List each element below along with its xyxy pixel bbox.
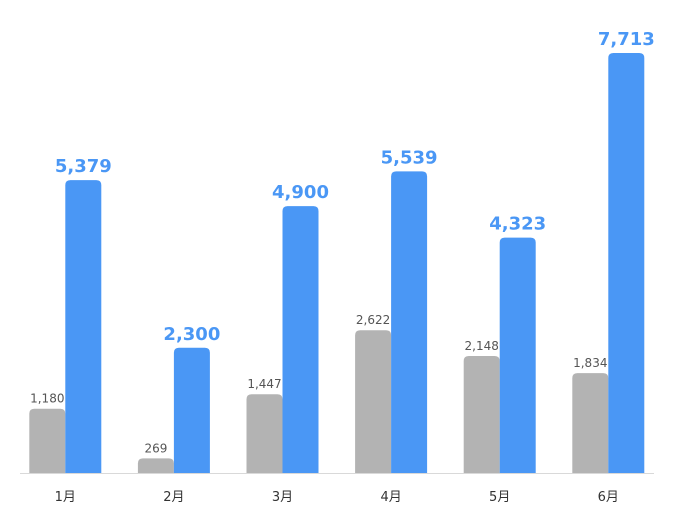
data-label: 4,323	[489, 214, 546, 235]
data-label: 5,379	[55, 156, 112, 177]
bar	[282, 206, 319, 474]
x-tick-label: 1月	[55, 490, 76, 505]
x-tick-label: 4月	[380, 490, 401, 505]
x-tick-label: 6月	[598, 490, 619, 505]
data-label: 2,300	[163, 324, 220, 345]
data-label: 4,900	[272, 182, 329, 203]
data-label: 269	[144, 441, 167, 455]
bar	[173, 347, 210, 473]
x-tick-label: 5月	[489, 490, 510, 505]
data-label: 1,447	[247, 377, 281, 391]
data-label: 1,834	[573, 356, 607, 370]
bar	[29, 408, 66, 473]
data-label: 7,713	[598, 29, 655, 50]
data-label: 5,539	[381, 147, 438, 168]
x-tick-label: 3月	[272, 490, 293, 505]
bar	[463, 356, 500, 473]
data-label: 1,180	[30, 392, 64, 406]
bar	[137, 458, 174, 473]
bar	[499, 237, 536, 473]
bar	[355, 330, 392, 473]
bar	[608, 53, 645, 473]
data-label: 2,148	[465, 339, 499, 353]
bar	[65, 180, 102, 473]
bar	[391, 171, 428, 473]
bar	[246, 394, 283, 473]
bar	[572, 373, 609, 473]
x-tick-label: 2月	[163, 490, 184, 505]
data-label: 2,622	[356, 313, 390, 327]
